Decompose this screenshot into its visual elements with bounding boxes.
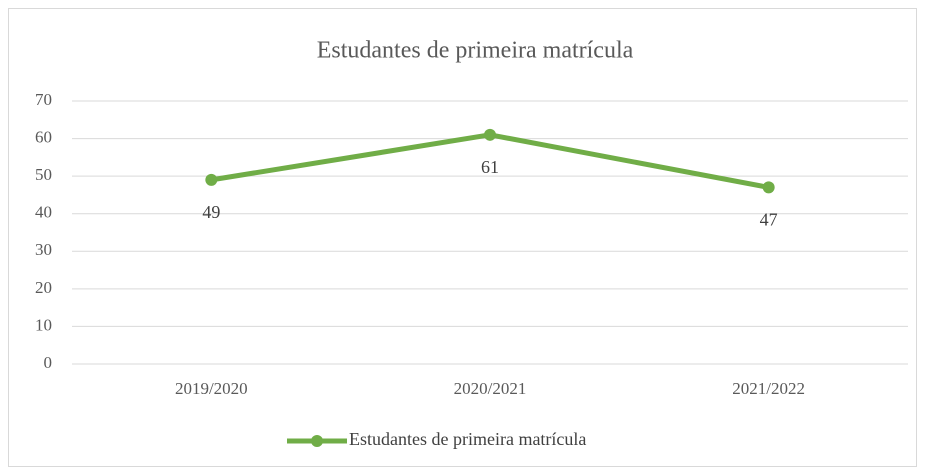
y-tick-label: 40 xyxy=(35,203,52,222)
y-tick-label: 10 xyxy=(35,315,52,334)
chart-border xyxy=(8,8,917,467)
data-label: 47 xyxy=(760,210,778,230)
x-tick-label: 2020/2021 xyxy=(454,379,527,398)
y-tick-label: 20 xyxy=(35,278,52,297)
marker xyxy=(762,181,775,194)
data-label: 61 xyxy=(481,157,499,177)
marker xyxy=(205,173,218,186)
x-tick-label: 2021/2022 xyxy=(732,379,805,398)
y-tick-label: 0 xyxy=(44,353,53,372)
x-tick-label: 2019/2020 xyxy=(175,379,248,398)
marker xyxy=(484,128,496,141)
y-tick-label: 30 xyxy=(35,240,52,259)
legend-label: Estudantes de primeira matrícula xyxy=(349,429,586,449)
chart-title: Estudantes de primeira matrícula xyxy=(317,38,634,64)
y-tick-label: 50 xyxy=(35,165,52,184)
legend-marker xyxy=(311,435,323,447)
y-tick-label: 60 xyxy=(35,127,52,146)
y-tick-label: 70 xyxy=(35,90,52,109)
data-label: 49 xyxy=(202,202,220,222)
